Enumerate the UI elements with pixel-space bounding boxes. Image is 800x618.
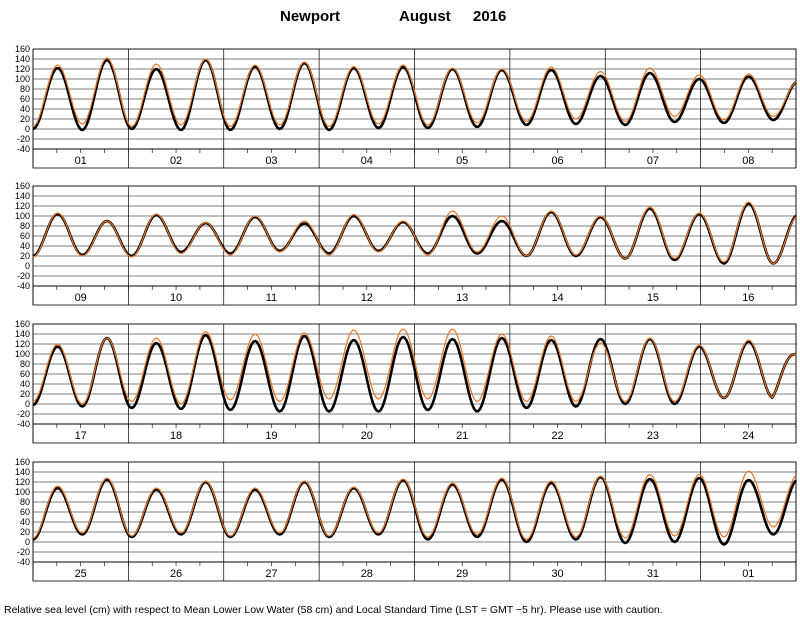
- y-tick-label: 140: [15, 191, 30, 201]
- plot-frame: [32, 185, 797, 287]
- day-label: 09: [75, 292, 87, 304]
- y-tick-label: 0: [25, 124, 30, 134]
- predicted-series-line: [32, 57, 797, 128]
- y-tick-label: -40: [17, 557, 30, 567]
- day-label: 24: [742, 430, 754, 442]
- y-tick-label: 60: [20, 369, 30, 379]
- day-label: 11: [266, 292, 277, 304]
- y-tick-label: 40: [20, 104, 30, 114]
- day-label: 23: [647, 430, 659, 442]
- y-tick-label: 140: [15, 467, 30, 477]
- y-tick-label: -40: [17, 144, 30, 154]
- day-label: 21: [456, 430, 468, 442]
- day-label: 19: [265, 430, 277, 442]
- y-tick-label: 60: [20, 507, 30, 517]
- day-label: 25: [75, 568, 87, 580]
- day-label: 26: [170, 568, 182, 580]
- y-tick-label: 140: [15, 329, 30, 339]
- y-tick-label: -20: [17, 134, 30, 144]
- y-tick-label: 60: [20, 231, 30, 241]
- y-tick-label: 40: [20, 517, 30, 527]
- y-tick-label: 20: [20, 251, 30, 261]
- day-label: 14: [551, 292, 563, 304]
- y-tick-label: 80: [20, 497, 30, 507]
- day-label: 08: [742, 155, 754, 167]
- y-tick-label: 80: [20, 84, 30, 94]
- y-tick-label: 60: [20, 94, 30, 104]
- y-tick-label: -20: [17, 547, 30, 557]
- y-tick-label: 0: [25, 399, 30, 409]
- predicted-series-line: [32, 201, 797, 264]
- y-tick-label: 160: [15, 457, 30, 467]
- day-label: 01: [742, 568, 754, 580]
- y-tick-label: 100: [15, 349, 30, 359]
- y-tick-label: -20: [17, 271, 30, 281]
- y-tick-label: 40: [20, 379, 30, 389]
- day-label: 10: [170, 292, 182, 304]
- y-tick-label: 160: [15, 44, 30, 54]
- y-tick-label: 120: [15, 201, 30, 211]
- chart-title-month: August: [399, 8, 451, 25]
- chart-title-station: Newport: [280, 8, 340, 25]
- y-tick-label: 80: [20, 359, 30, 369]
- y-tick-label: 120: [15, 339, 30, 349]
- chart-title-year: 2016: [473, 8, 506, 25]
- y-tick-label: 120: [15, 64, 30, 74]
- y-tick-label: -20: [17, 409, 30, 419]
- y-tick-label: 20: [20, 389, 30, 399]
- day-label: 13: [456, 292, 468, 304]
- day-label: 03: [265, 155, 277, 167]
- day-label: 31: [647, 568, 659, 580]
- day-label: 05: [456, 155, 468, 167]
- y-tick-label: 0: [25, 537, 30, 547]
- day-label: 01: [75, 155, 87, 167]
- y-tick-label: 120: [15, 477, 30, 487]
- y-tick-label: 40: [20, 241, 30, 251]
- day-label: 22: [551, 430, 563, 442]
- y-tick-label: 20: [20, 114, 30, 124]
- y-tick-label: 100: [15, 211, 30, 221]
- y-tick-label: -40: [17, 281, 30, 291]
- y-tick-label: 100: [15, 74, 30, 84]
- observed-series-line: [32, 333, 797, 413]
- day-label: 30: [551, 568, 563, 580]
- day-label: 20: [361, 430, 373, 442]
- y-tick-label: 0: [25, 261, 30, 271]
- day-label: 06: [551, 155, 563, 167]
- y-tick-label: 140: [15, 54, 30, 64]
- day-label: 16: [742, 292, 754, 304]
- plot-frame: [32, 461, 797, 563]
- observed-series-line: [32, 58, 797, 132]
- y-tick-label: 160: [15, 181, 30, 191]
- y-tick-label: 160: [15, 319, 30, 329]
- day-label: 02: [170, 155, 182, 167]
- y-tick-label: 80: [20, 221, 30, 231]
- plot-frame: [32, 48, 797, 150]
- day-label: 12: [361, 292, 373, 304]
- day-label: 18: [170, 430, 182, 442]
- y-tick-label: -40: [17, 419, 30, 429]
- predicted-series-line: [32, 470, 797, 540]
- y-tick-label: 20: [20, 527, 30, 537]
- day-label: 28: [361, 568, 373, 580]
- day-label: 29: [456, 568, 468, 580]
- day-label: 04: [361, 155, 373, 167]
- day-label: 07: [647, 155, 659, 167]
- plot-frame: [32, 323, 797, 425]
- chart-caption: Relative sea level (cm) with respect to …: [4, 604, 663, 616]
- predicted-series-line: [32, 328, 797, 405]
- day-label: 17: [75, 430, 87, 442]
- y-tick-label: 100: [15, 487, 30, 497]
- day-label: 27: [265, 568, 277, 580]
- day-label: 15: [647, 292, 659, 304]
